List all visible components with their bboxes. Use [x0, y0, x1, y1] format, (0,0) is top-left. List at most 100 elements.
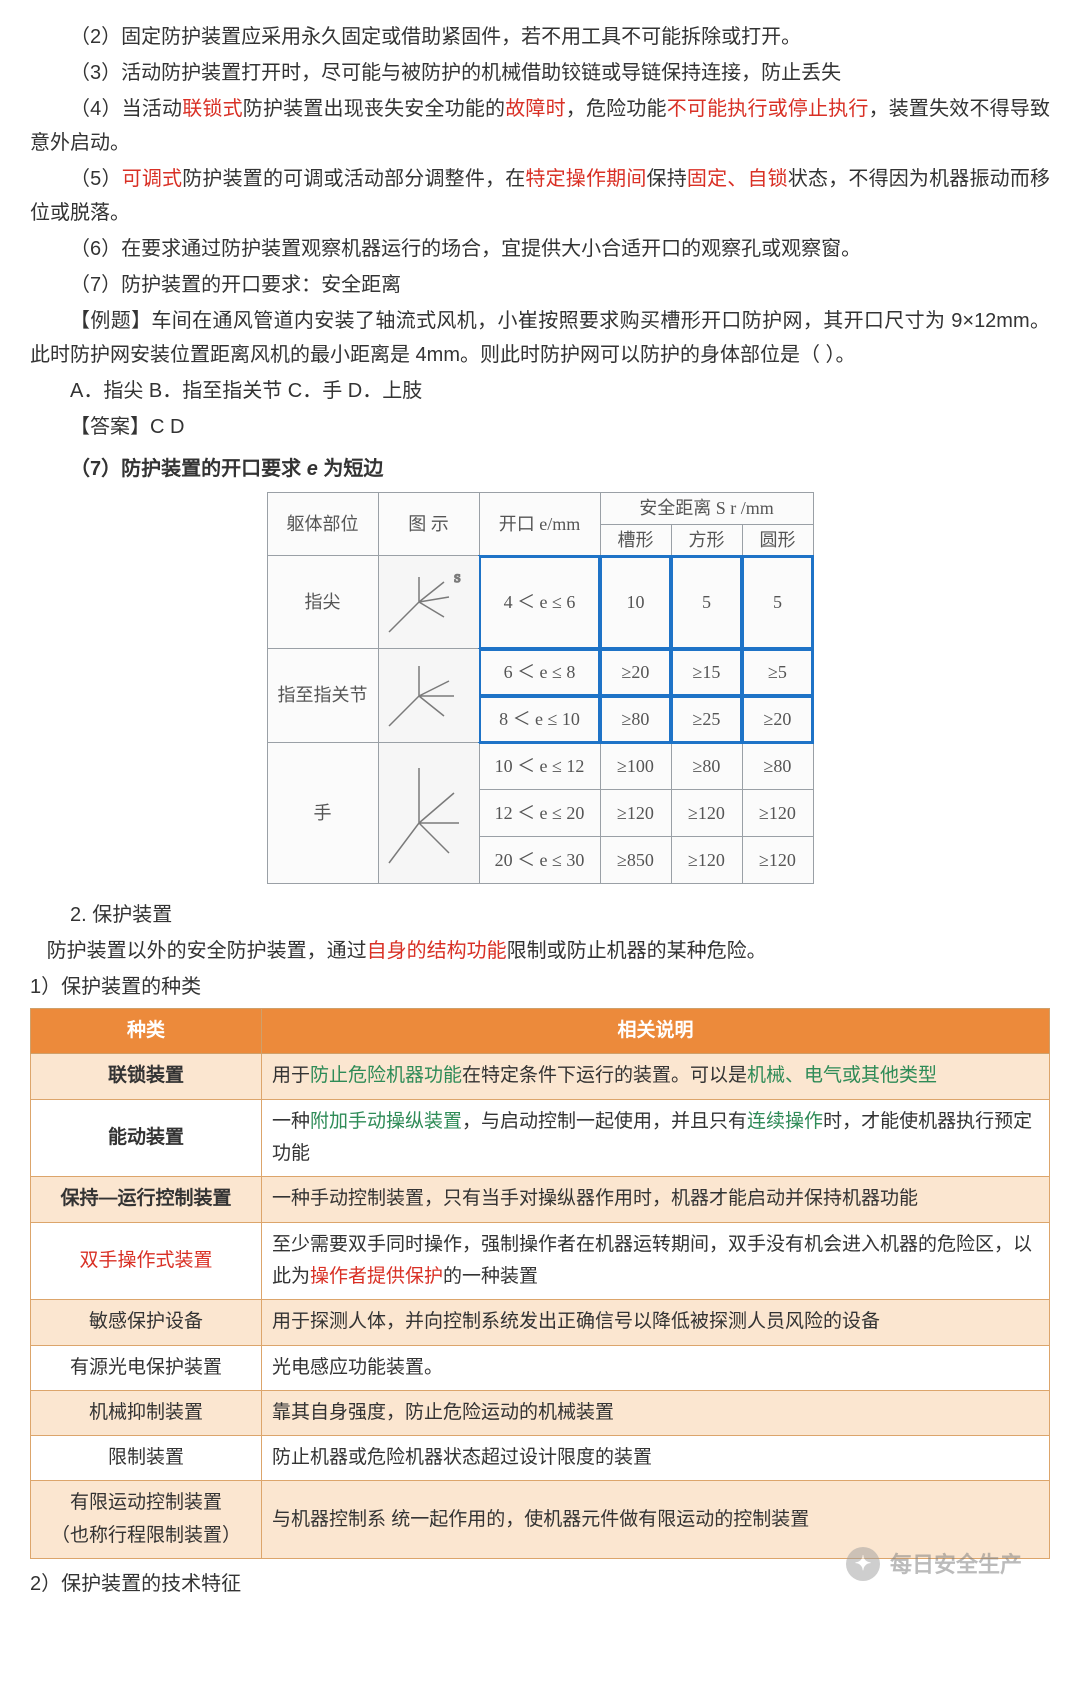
text: 防护装置以外的安全防护装置，通过: [30, 940, 367, 962]
cell-slot-4: ≥100: [600, 743, 671, 790]
cell-body-2: 指至指关节: [267, 649, 378, 743]
device-name: 敏感保护设备: [31, 1300, 262, 1345]
cell-circle-4: ≥80: [742, 743, 813, 790]
text: 为短边: [318, 458, 384, 480]
cell-circle-1: 5: [742, 556, 813, 649]
device-desc: 一种手动控制装置，只有当手对操纵器作用时，机器才能启动并保持机器功能: [262, 1177, 1050, 1222]
text: 保持: [647, 168, 687, 190]
cell-circle-3: ≥20: [742, 696, 813, 743]
device-name: 保持—运行控制装置: [31, 1177, 262, 1222]
cell-diagram-3: [378, 743, 479, 884]
th-circle: 圆形: [742, 524, 813, 556]
cell-open-6: 20 ＜ e ≤ 30: [479, 837, 600, 884]
th-open: 开口 e/mm: [479, 493, 600, 556]
text-red: 不可能执行或停止执行: [667, 98, 869, 120]
text-red: 故障时: [505, 98, 566, 120]
cell-slot-1: 10: [600, 556, 671, 649]
device-row: 联锁装置用于防止危险机器功能在特定条件下运行的装置。可以是机械、电气或其他类型: [31, 1054, 1050, 1099]
para-7: （7）防护装置的开口要求：安全距离: [30, 268, 1050, 302]
heading-4: 2）保护装置的技术特征: [30, 1567, 1050, 1601]
text-e: e: [307, 458, 318, 480]
th-square: 方形: [671, 524, 742, 556]
cell-open-1: 4 ＜ e ≤ 6: [479, 556, 600, 649]
device-row: 限制装置防止机器或危险机器状态超过设计限度的装置: [31, 1436, 1050, 1481]
device-types-table: 种类 相关说明 联锁装置用于防止危险机器功能在特定条件下运行的装置。可以是机械、…: [30, 1008, 1050, 1559]
device-desc: 防止机器或危险机器状态超过设计限度的装置: [262, 1436, 1050, 1481]
device-desc: 一种附加手动操纵装置，与启动控制一起使用，并且只有连续操作时，才能使机器执行预定…: [262, 1099, 1050, 1177]
heading-2: 2. 保护装置: [30, 898, 1050, 932]
para-2: （2）固定防护装置应采用永久固定或借助紧固件，若不用工具不可能拆除或打开。: [30, 20, 1050, 54]
example-answer: 【答案】C D: [30, 410, 1050, 444]
cell-circle-2: ≥5: [742, 649, 813, 696]
para-5: （5）可调式防护装置的可调或活动部分调整件，在特定操作期间保持固定、自锁状态，不…: [30, 162, 1050, 230]
device-name: 联锁装置: [31, 1054, 262, 1099]
cell-slot-3: ≥80: [600, 696, 671, 743]
device-name: 能动装置: [31, 1099, 262, 1177]
device-row: 机械抑制装置靠其自身强度，防止危险运动的机械装置: [31, 1390, 1050, 1435]
cell-diagram-2: [378, 649, 479, 743]
th-diagram: 图 示: [378, 493, 479, 556]
th-body: 躯体部位: [267, 493, 378, 556]
device-row: 敏感保护设备用于探测人体，并向控制系统发出正确信号以降低被探测人员风险的设备: [31, 1300, 1050, 1345]
text: 限制或防止机器的某种危险。: [507, 940, 767, 962]
para-6: （6）在要求通过防护装置观察机器运行的场合，宜提供大小合适开口的观察孔或观察窗。: [30, 232, 1050, 266]
cell-square-2: ≥15: [671, 649, 742, 696]
cell-body-3: 手: [267, 743, 378, 884]
heading-3: 1）保护装置的种类: [30, 970, 1050, 1004]
para-4: （4）当活动联锁式防护装置出现丧失安全功能的故障时，危险功能不可能执行或停止执行…: [30, 92, 1050, 160]
cell-body-1: 指尖: [267, 556, 378, 649]
device-name: 双手操作式装置: [31, 1222, 262, 1300]
cell-open-2: 6 ＜ e ≤ 8: [479, 649, 600, 696]
text-red: 联锁式: [182, 98, 243, 120]
device-desc: 用于探测人体，并向控制系统发出正确信号以降低被探测人员风险的设备: [262, 1300, 1050, 1345]
text: 防护装置的可调或活动部分调整件，在: [182, 168, 525, 190]
device-desc: 用于防止危险机器功能在特定条件下运行的装置。可以是机械、电气或其他类型: [262, 1054, 1050, 1099]
cell-open-4: 10 ＜ e ≤ 12: [479, 743, 600, 790]
svg-text:S: S: [454, 571, 461, 585]
cell-square-3: ≥25: [671, 696, 742, 743]
text: ，危险功能: [566, 98, 667, 120]
device-desc: 与机器控制系 统一起作用的，使机器元件做有限运动的控制装置: [262, 1481, 1050, 1559]
text-red: 特定操作期间: [525, 168, 646, 190]
device-name: 限制装置: [31, 1436, 262, 1481]
th-slot: 槽形: [600, 524, 671, 556]
device-name: 有源光电保护装置: [31, 1345, 262, 1390]
cell-diagram-1: S: [378, 556, 479, 649]
device-desc: 靠其自身强度，防止危险运动的机械装置: [262, 1390, 1050, 1435]
cell-square-6: ≥120: [671, 837, 742, 884]
example-question: 【例题】车间在通风管道内安装了轴流式风机，小崔按照要求购买槽形开口防护网，其开口…: [30, 304, 1050, 372]
cell-square-4: ≥80: [671, 743, 742, 790]
safety-distance-table-wrap: 躯体部位 图 示 开口 e/mm 安全距离 S r /mm 槽形 方形 圆形 指…: [30, 492, 1050, 884]
text: （5）: [70, 168, 122, 190]
device-row: 有限运动控制装置（也称行程限制装置）与机器控制系 统一起作用的，使机器元件做有限…: [31, 1481, 1050, 1559]
device-row: 双手操作式装置至少需要双手同时操作，强制操作者在机器运转期间，双手没有机会进入机…: [31, 1222, 1050, 1300]
heading-2-desc: 防护装置以外的安全防护装置，通过自身的结构功能限制或防止机器的某种危险。: [30, 934, 1050, 968]
text-red: 固定、自锁: [687, 168, 788, 190]
text-red: 自身的结构功能: [367, 940, 507, 962]
text: （4）当活动: [70, 98, 182, 120]
th-desc: 相关说明: [262, 1009, 1050, 1054]
device-row: 保持—运行控制装置一种手动控制装置，只有当手对操纵器作用时，机器才能启动并保持机…: [31, 1177, 1050, 1222]
cell-square-1: 5: [671, 556, 742, 649]
device-row: 有源光电保护装置光电感应功能装置。: [31, 1345, 1050, 1390]
example-options: A．指尖 B．指至指关节 C．手 D．上肢: [30, 374, 1050, 408]
cell-circle-6: ≥120: [742, 837, 813, 884]
cell-slot-6: ≥850: [600, 837, 671, 884]
text: 防护装置出现丧失安全功能的: [243, 98, 505, 120]
text: （7）防护装置的开口要求: [70, 458, 307, 480]
device-name: 机械抑制装置: [31, 1390, 262, 1435]
device-row: 能动装置一种附加手动操纵装置，与启动控制一起使用，并且只有连续操作时，才能使机器…: [31, 1099, 1050, 1177]
th-safe: 安全距离 S r /mm: [600, 493, 813, 525]
section-7-title: （7）防护装置的开口要求 e 为短边: [30, 452, 1050, 486]
device-name: 有限运动控制装置（也称行程限制装置）: [31, 1481, 262, 1559]
para-3: （3）活动防护装置打开时，尽可能与被防护的机械借助铰链或导链保持连接，防止丢失: [30, 56, 1050, 90]
th-type: 种类: [31, 1009, 262, 1054]
device-desc: 至少需要双手同时操作，强制操作者在机器运转期间，双手没有机会进入机器的危险区，以…: [262, 1222, 1050, 1300]
device-desc: 光电感应功能装置。: [262, 1345, 1050, 1390]
safety-distance-table: 躯体部位 图 示 开口 e/mm 安全距离 S r /mm 槽形 方形 圆形 指…: [267, 492, 814, 884]
cell-slot-5: ≥120: [600, 790, 671, 837]
text-red: 可调式: [122, 168, 183, 190]
cell-square-5: ≥120: [671, 790, 742, 837]
cell-open-5: 12 ＜ e ≤ 20: [479, 790, 600, 837]
cell-open-3: 8 ＜ e ≤ 10: [479, 696, 600, 743]
